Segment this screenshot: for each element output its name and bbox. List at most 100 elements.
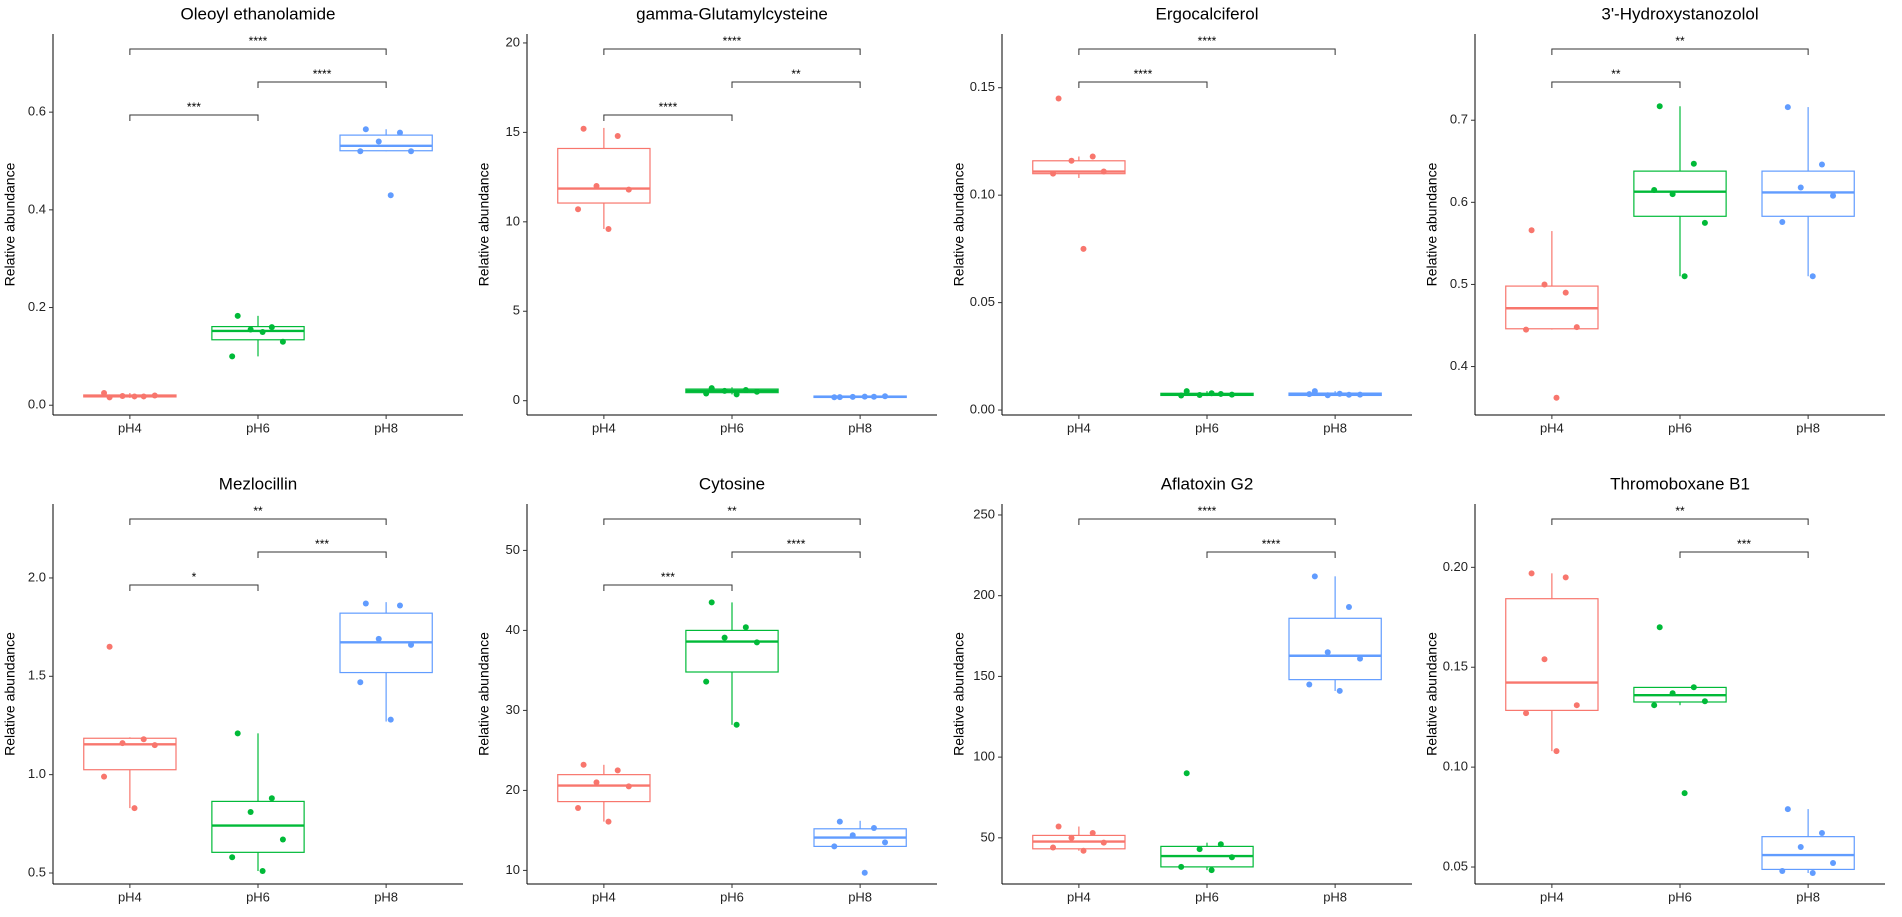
x-tick-label: pH6 — [246, 420, 270, 435]
point — [831, 394, 838, 401]
point — [279, 836, 286, 843]
point — [119, 740, 126, 747]
point — [708, 385, 715, 392]
point — [580, 761, 587, 768]
y-axis-label: Relative abundance — [476, 632, 492, 756]
point — [1830, 192, 1837, 199]
point — [1196, 846, 1203, 853]
y-tick-label: 250 — [973, 506, 995, 521]
point — [247, 809, 254, 816]
y-tick-label: 50 — [506, 542, 520, 557]
significance-label: **** — [1134, 67, 1153, 81]
y-tick-label: 10 — [506, 213, 520, 228]
point — [1523, 710, 1530, 717]
significance-label: ** — [1675, 34, 1685, 48]
panel-title: Oleoyl ethanolamide — [181, 4, 336, 23]
point — [119, 392, 126, 399]
point — [1669, 191, 1676, 198]
point — [593, 779, 600, 786]
significance-label: **** — [659, 100, 678, 114]
y-tick-label: 0.15 — [1443, 659, 1468, 674]
x-tick-label: pH8 — [848, 420, 872, 435]
significance-label: *** — [315, 537, 329, 551]
point — [1050, 844, 1057, 851]
x-tick-label: pH8 — [1323, 889, 1347, 904]
significance-label: ** — [1611, 67, 1621, 81]
point — [131, 393, 138, 400]
point — [625, 186, 632, 193]
y-tick-label: 0 — [513, 392, 520, 407]
point — [614, 132, 621, 139]
significance-bracket — [1206, 551, 1336, 558]
y-axis-label: Relative abundance — [2, 162, 18, 286]
panel: Ergocalciferol Relative abundance 0.00 0.05… — [951, 4, 1412, 435]
panel: Mezlocillin Relative abundance 0.5 1.0 1.5 2.… — [2, 474, 463, 904]
box — [339, 134, 433, 152]
point — [593, 183, 600, 190]
point — [234, 730, 241, 737]
box — [685, 629, 779, 673]
x-tick-label: pH8 — [848, 889, 872, 904]
point — [1196, 392, 1203, 399]
y-tick-label: 0.6 — [28, 104, 46, 119]
point — [1089, 829, 1096, 836]
point — [849, 832, 856, 839]
point — [870, 393, 877, 400]
significance-label: **** — [1198, 34, 1217, 48]
point — [1656, 624, 1663, 631]
box — [557, 147, 651, 204]
significance-bracket — [1078, 81, 1208, 88]
point — [1306, 391, 1313, 398]
significance-bracket — [1078, 518, 1336, 525]
panel-title: Mezlocillin — [219, 474, 297, 493]
y-tick-label: 0.6 — [1450, 194, 1468, 209]
significance-bracket — [1551, 48, 1809, 55]
significance-bracket — [129, 518, 387, 525]
point — [703, 678, 710, 685]
x-tick-label: pH6 — [720, 420, 744, 435]
point — [1541, 281, 1548, 288]
point — [229, 854, 236, 861]
point — [733, 391, 740, 398]
box — [1505, 598, 1599, 711]
point — [1818, 161, 1825, 168]
panel-title: Ergocalciferol — [1156, 4, 1259, 23]
point — [1784, 104, 1791, 111]
point — [1055, 823, 1062, 830]
point — [140, 393, 147, 400]
box — [557, 774, 651, 803]
point — [362, 600, 369, 607]
significance-bracket — [129, 114, 259, 121]
point — [357, 679, 364, 686]
point — [1217, 841, 1224, 848]
panel-title: Thromoboxane B1 — [1610, 474, 1750, 493]
point — [1809, 870, 1816, 877]
y-tick-label: 150 — [973, 668, 995, 683]
y-tick-label: 2.0 — [28, 569, 46, 584]
point — [229, 353, 236, 360]
point — [1651, 702, 1658, 709]
y-tick-label: 0.5 — [1450, 276, 1468, 291]
y-tick-label: 0.15 — [970, 79, 995, 94]
point — [101, 390, 108, 397]
point — [836, 394, 843, 401]
point — [1345, 391, 1352, 398]
point — [1357, 391, 1364, 398]
point — [580, 125, 587, 132]
point — [1528, 570, 1535, 577]
point — [831, 843, 838, 850]
x-tick-label: pH8 — [1323, 420, 1347, 435]
y-axis-label: Relative abundance — [476, 162, 492, 286]
x-tick-label: pH4 — [1067, 420, 1091, 435]
x-tick-label: pH4 — [592, 889, 616, 904]
point — [721, 634, 728, 641]
box — [83, 737, 177, 771]
point — [151, 392, 158, 399]
panel: Cytosine Relative abundance 10 20 30 40 50 pH4 p… — [476, 474, 937, 904]
significance-label: **** — [787, 537, 806, 551]
panel: Oleoyl ethanolamide Relative abundance 0.0… — [2, 4, 463, 435]
point — [849, 393, 856, 400]
panel: Aflatoxin G2 Relative abundance 50 100 150 20… — [951, 474, 1412, 904]
point — [861, 869, 868, 876]
